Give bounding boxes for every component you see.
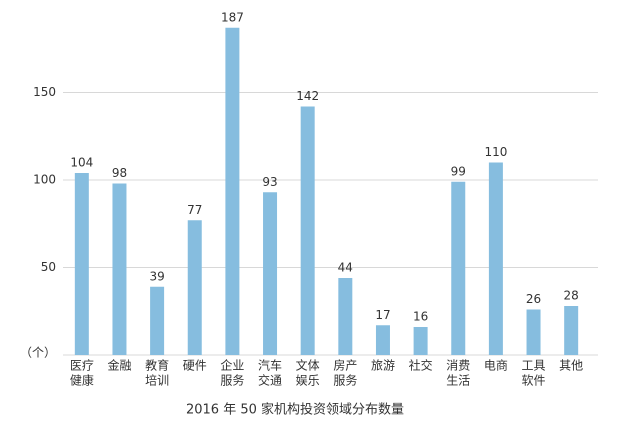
value-label: 187 [221,10,244,24]
bar [488,162,503,355]
x-tick-label: 教育 [145,358,169,373]
x-tick-label: 服务 [220,373,244,388]
value-label: 142 [296,89,319,103]
x-tick-label: 娱乐 [296,374,320,388]
x-tick-label: 消费 [446,359,470,373]
value-label: 39 [149,269,164,283]
y-tick-label: 100 [33,173,56,187]
x-tick-label: 健康 [70,373,94,388]
x-tick-label: 金融 [107,358,131,373]
x-tick-label: 企业 [220,358,244,373]
x-tick-label: 硬件 [183,359,207,373]
y-tick-label: 150 [33,85,56,99]
value-label: 26 [526,292,541,306]
x-tick-label: 软件 [522,374,546,388]
value-label: 98 [112,166,127,180]
bar [338,278,353,355]
x-tick-label: 其他 [559,359,583,373]
x-tick-label: 文体 [296,358,320,373]
bar [375,325,390,355]
bar [300,106,315,355]
value-label: 17 [375,308,390,322]
value-label: 16 [413,310,428,324]
x-tick-label: 房产 [333,358,357,373]
y-tick-label: 50 [41,260,56,274]
x-tick-label: 电商 [484,358,508,373]
x-tick-label: 服务 [333,373,357,388]
bar [564,306,579,355]
value-label: 110 [484,145,507,159]
value-label: 28 [564,289,579,303]
x-tick-label: 医疗 [70,359,94,373]
x-tick-label: 工具 [522,359,546,373]
bar [74,173,89,355]
bar [187,220,202,355]
bar [112,183,127,355]
bar [451,181,466,355]
x-tick-label: 培训 [145,373,169,388]
value-label: 93 [262,175,277,189]
y-unit: （个） [20,346,56,360]
bar [263,192,278,355]
x-tick-label: 旅游 [371,359,395,373]
value-label: 99 [451,164,466,178]
x-tick-label: 汽车 [258,358,282,373]
bar [150,286,165,355]
bar [526,309,541,355]
bar [413,327,428,355]
x-tick-label: 交通 [258,373,282,388]
chart-title: 2016 年 50 家机构投资领域分布数量 [186,402,404,418]
value-label: 104 [70,156,93,170]
bar [225,27,240,355]
x-tick-label: 生活 [446,374,470,388]
value-label: 44 [338,261,353,275]
x-tick-label: 社交 [409,358,433,373]
value-label: 77 [187,203,202,217]
